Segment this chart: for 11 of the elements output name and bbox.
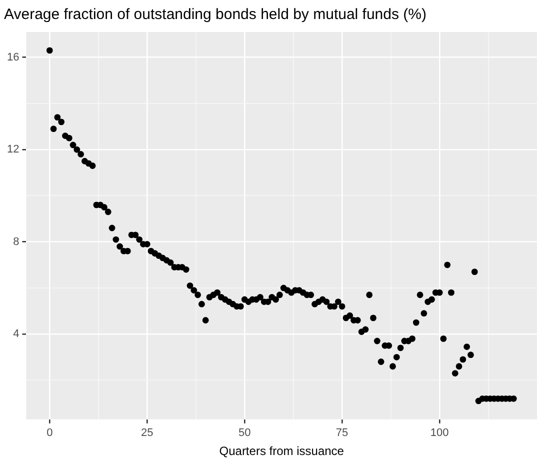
x-tick-label: 25 [140, 427, 154, 440]
y-tick-label: 12 [6, 144, 20, 156]
y-tick-label: 8 [13, 236, 20, 248]
x-tick-label: 100 [430, 427, 449, 440]
y-tick-label: 16 [6, 51, 20, 64]
chart-title: Average fraction of outstanding bonds held by mutual funds (%) [4, 6, 426, 24]
x-tick-label: 0 [46, 427, 53, 440]
x-axis-title: Quarters from issuance [219, 444, 344, 458]
x-tick-label: 75 [336, 427, 348, 440]
x-tick-label: 50 [238, 427, 251, 440]
y-tick-label: 4 [13, 328, 20, 340]
